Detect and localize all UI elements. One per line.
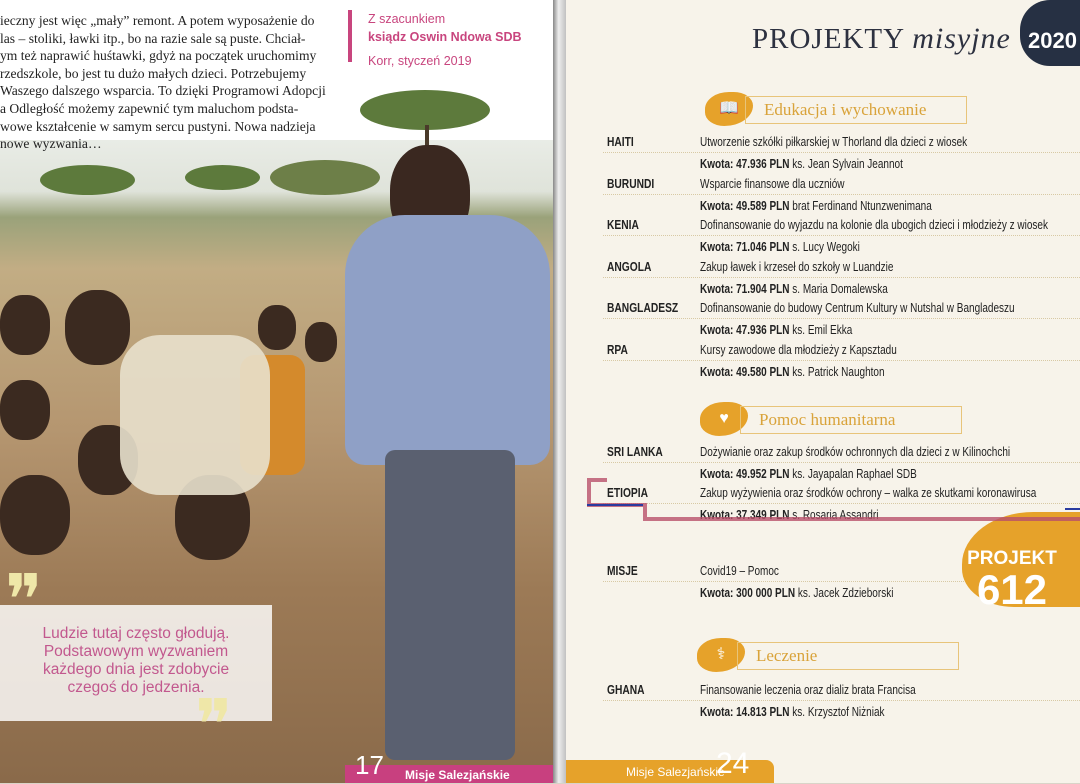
body-line: Waszego dalszego wsparcia. To dzięki Pro…: [0, 83, 326, 99]
body-line: nowe wyzwania…: [0, 136, 102, 152]
project-label: PROJEKT: [967, 548, 1057, 569]
responsible-person: ks. Emil Ekka: [792, 323, 853, 337]
project-description: Dofinansowanie do wyjazdu na kolonie dla…: [700, 218, 1048, 232]
project-badge: PROJEKT 612: [962, 512, 1080, 611]
project-amount-row: Kwota: 71.904 PLN s. Maria Domalewska: [603, 279, 1080, 300]
man-shirt: [345, 215, 550, 465]
section-title: Leczenie: [737, 642, 959, 670]
title-main: PROJEKTY: [752, 23, 904, 55]
quote-line: Podstawowym wyzwaniem: [43, 643, 229, 660]
man-trousers: [385, 450, 515, 760]
project-description: Utworzenie szkółki piłkarskiej w Thorlan…: [700, 135, 968, 149]
country: BURUNDI: [607, 177, 655, 191]
project-description: Dożywianie oraz zakup środków ochronnych…: [700, 445, 1011, 459]
project-description: Zakup wyżywienia oraz środków ochrony – …: [700, 486, 1037, 500]
project-description: Kursy zawodowe dla młodzieży z Kapsztadu: [700, 343, 897, 357]
pull-quote: Ludzie tutaj często głodują. Podstawowym…: [0, 605, 272, 721]
responsible-person: ks. Krzysztof Niżniak: [792, 705, 885, 719]
body-line: ieczny jest więc „mały” remont. A potem …: [0, 13, 315, 28]
project-row: GHANA Finansowanie leczenia oraz dializ b…: [603, 680, 1080, 701]
project-row: SRI LANKA Dożywianie oraz zakup środków o…: [603, 442, 1080, 463]
amount: Kwota: 49.589 PLN: [700, 199, 790, 213]
project-description: Wsparcie finansowe dla uczniów: [700, 177, 845, 191]
country: RPA: [607, 343, 628, 357]
quote-line: każdego dnia jest zdobycie: [42, 661, 230, 678]
responsible-person: brat Ferdinand Ntunzwenimana: [792, 199, 932, 213]
section-title: Edukacja i wychowanie: [745, 96, 967, 124]
project-number: 612: [976, 566, 1048, 613]
project-amount-row: Kwota: 71.046 PLN s. Lucy Wegoki: [603, 237, 1080, 258]
country: ETIOPIA: [607, 486, 649, 500]
project-amount-row: Kwota: 49.589 PLN brat Ferdinand Ntunzwe…: [603, 196, 1080, 217]
project-row: KENIA Dofinansowanie do wyjazdu na koloni…: [603, 215, 1080, 236]
amount: Kwota: 300 000 PLN: [700, 586, 796, 600]
project-amount-row: Kwota: 14.813 PLN ks. Krzysztof Niżniak: [603, 702, 1080, 723]
quote-line: czegoś do jedzenia.: [67, 679, 205, 696]
amount: Kwota: 47.936 PLN: [700, 323, 790, 337]
body-line: a Odległość możemy zapewnić tym maluchom…: [0, 100, 299, 116]
body-line: ym też naprawić huśtawki, gdyż na począt…: [0, 48, 317, 64]
amount: Kwota: 49.580 PLN: [700, 365, 790, 379]
right-page-footer: Misje Salezjańskie 24: [566, 749, 774, 783]
magazine-name: Misje Salezjańskie: [405, 768, 510, 782]
project-description: Zakup ławek i krzeseł do szkoły w Luandz…: [700, 260, 894, 274]
page-title: PROJEKTY misyjne: [752, 22, 1011, 56]
project-amount-row: Kwota: 49.952 PLN ks. Jayapalan Raphael …: [603, 464, 1080, 485]
close-quote-icon: ❞: [195, 684, 233, 766]
body-line: wowe kształcenie w samym sercu pustyni. …: [0, 118, 316, 134]
left-page: ieczny jest więc „mały” remont. A potem …: [0, 0, 556, 783]
title-italic: misyjne: [912, 22, 1011, 55]
signature-place-date: Korr, styczeń 2019: [368, 54, 472, 68]
body-line: rzedszkole, bo jest tu dużo małych dziec…: [0, 65, 307, 81]
country: SRI LANKA: [607, 445, 663, 459]
amount: Kwota: 71.904 PLN: [700, 282, 790, 296]
left-page-footer: 17 Misje Salezjańskie: [345, 752, 553, 783]
project-row: BURUNDI Wsparcie finansowe dla uczniów: [603, 174, 1080, 195]
handwritten-highlight-mark: [587, 478, 1080, 521]
country: KENIA: [607, 218, 639, 232]
responsible-person: ks. Jayapalan Raphael SDB: [792, 467, 917, 481]
magazine-name: Misje Salezjańskie: [626, 765, 725, 779]
project-description: Dofinansowanie do budowy Centrum Kultury…: [700, 301, 1015, 315]
responsible-person: ks. Jacek Zdzieborski: [797, 586, 894, 600]
page-gutter: [553, 0, 567, 783]
project-description: Finansowanie leczenia oraz dializ brata …: [700, 683, 916, 697]
project-amount-row: Kwota: 49.580 PLN ks. Patrick Naughton: [603, 362, 1080, 383]
country: GHANA: [607, 683, 645, 697]
responsible-person: ks. Patrick Naughton: [792, 365, 885, 379]
project-row: ETIOPIA Zakup wyżywienia oraz środków och…: [603, 483, 1080, 504]
amount: Kwota: 71.046 PLN: [700, 240, 790, 254]
project-row: HAITI Utworzenie szkółki piłkarskiej w Th…: [603, 132, 1080, 153]
page-number: 17: [355, 750, 384, 780]
responsible-person: s. Maria Domalewska: [792, 282, 888, 296]
quote-line: Ludzie tutaj często głodują.: [42, 625, 230, 642]
country: MISJE: [607, 564, 638, 578]
country: HAITI: [607, 135, 634, 149]
amount: Kwota: 47.936 PLN: [700, 157, 790, 171]
project-description: Covid19 – Pomoc: [700, 564, 779, 578]
project-row: ANGOLA Zakup ławek i krzeseł do szkoły w …: [603, 257, 1080, 278]
open-quote-icon: ❞: [5, 559, 43, 641]
project-row: RPA Kursy zawodowe dla młodzieży z Kapszt…: [603, 340, 1080, 361]
responsible-person: s. Lucy Wegoki: [792, 240, 860, 254]
responsible-person: ks. Jean Sylvain Jeannot: [792, 157, 903, 171]
article-body-text: ieczny jest więc „mały” remont. A potem …: [0, 12, 330, 153]
section-title: Pomoc humanitarna: [740, 406, 962, 434]
signature-greeting: Z szacunkiem: [368, 12, 446, 26]
year-badge: 2020: [1020, 0, 1080, 66]
project-amount-row: Kwota: 300 000 PLN ks. Jacek Zdzieborski: [603, 583, 1080, 604]
project-row: BANGLADESZ Dofinansowanie do budowy Centr…: [603, 298, 1080, 319]
amount: Kwota: 14.813 PLN: [700, 705, 790, 719]
right-page: [566, 0, 1080, 783]
country: BANGLADESZ: [607, 301, 679, 315]
signature: Z szacunkiem ksiądz Oswin Ndowa SDB Korr…: [348, 10, 522, 68]
project-amount-row: Kwota: 47.936 PLN ks. Jean Sylvain Jeann…: [603, 154, 1080, 175]
country: ANGOLA: [607, 260, 652, 274]
amount: Kwota: 49.952 PLN: [700, 467, 790, 481]
page-number: 24: [716, 747, 750, 780]
project-row: MISJE Covid19 – Pomoc: [603, 561, 1080, 582]
body-line: las – stoliki, ławki itp., bo na razie s…: [0, 30, 306, 46]
signature-name: ksiądz Oswin Ndowa SDB: [368, 30, 522, 44]
project-amount-row: Kwota: 47.936 PLN ks. Emil Ekka: [603, 320, 1080, 341]
